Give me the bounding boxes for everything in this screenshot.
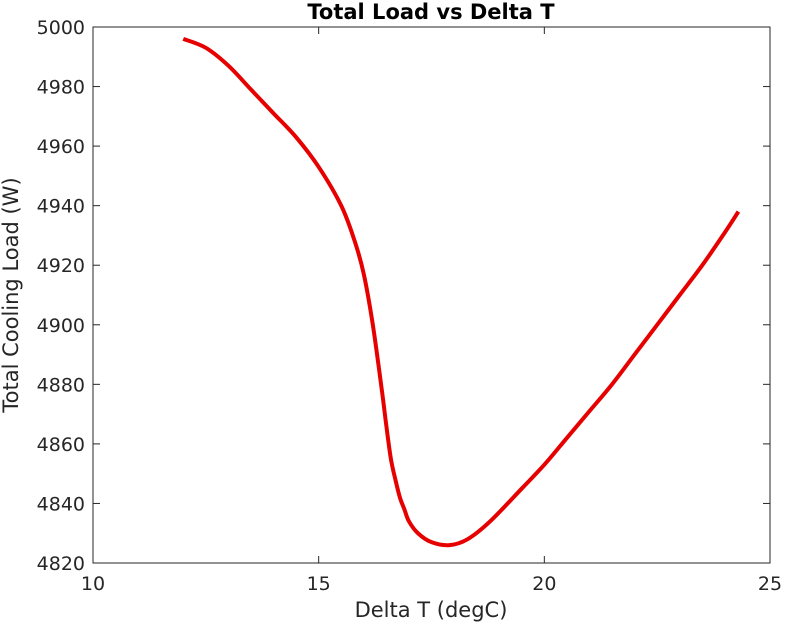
y-tick-label: 4860 [37, 434, 85, 456]
x-tick-label: 15 [307, 573, 331, 595]
y-axis-ticks: 4820 4840 4860 4880 4900 4920 4940 4960 4980 5000 [37, 17, 770, 575]
x-axis-label: Delta T (degC) [355, 598, 508, 622]
x-tick-label: 25 [758, 573, 782, 595]
y-tick-label: 4820 [37, 553, 85, 575]
x-tick-label: 20 [532, 573, 556, 595]
y-tick-label: 4960 [37, 136, 85, 158]
plot-area [92, 26, 771, 564]
y-tick-label: 4940 [37, 196, 85, 218]
series-layer [182, 37, 741, 548]
series-line [182, 37, 741, 548]
x-axis-ticks: 10 15 20 25 [81, 27, 782, 595]
y-tick-label: 4840 [37, 493, 85, 515]
chart-title: Total Load vs Delta T [307, 0, 555, 24]
y-tick-label: 4980 [37, 77, 85, 99]
y-tick-label: 4880 [37, 374, 85, 396]
y-tick-label: 4920 [37, 255, 85, 277]
y-tick-label: 4900 [37, 315, 85, 337]
y-tick-label: 5000 [37, 17, 85, 39]
x-tick-label: 10 [81, 573, 105, 595]
y-axis-label: Total Cooling Load (W) [0, 177, 23, 413]
